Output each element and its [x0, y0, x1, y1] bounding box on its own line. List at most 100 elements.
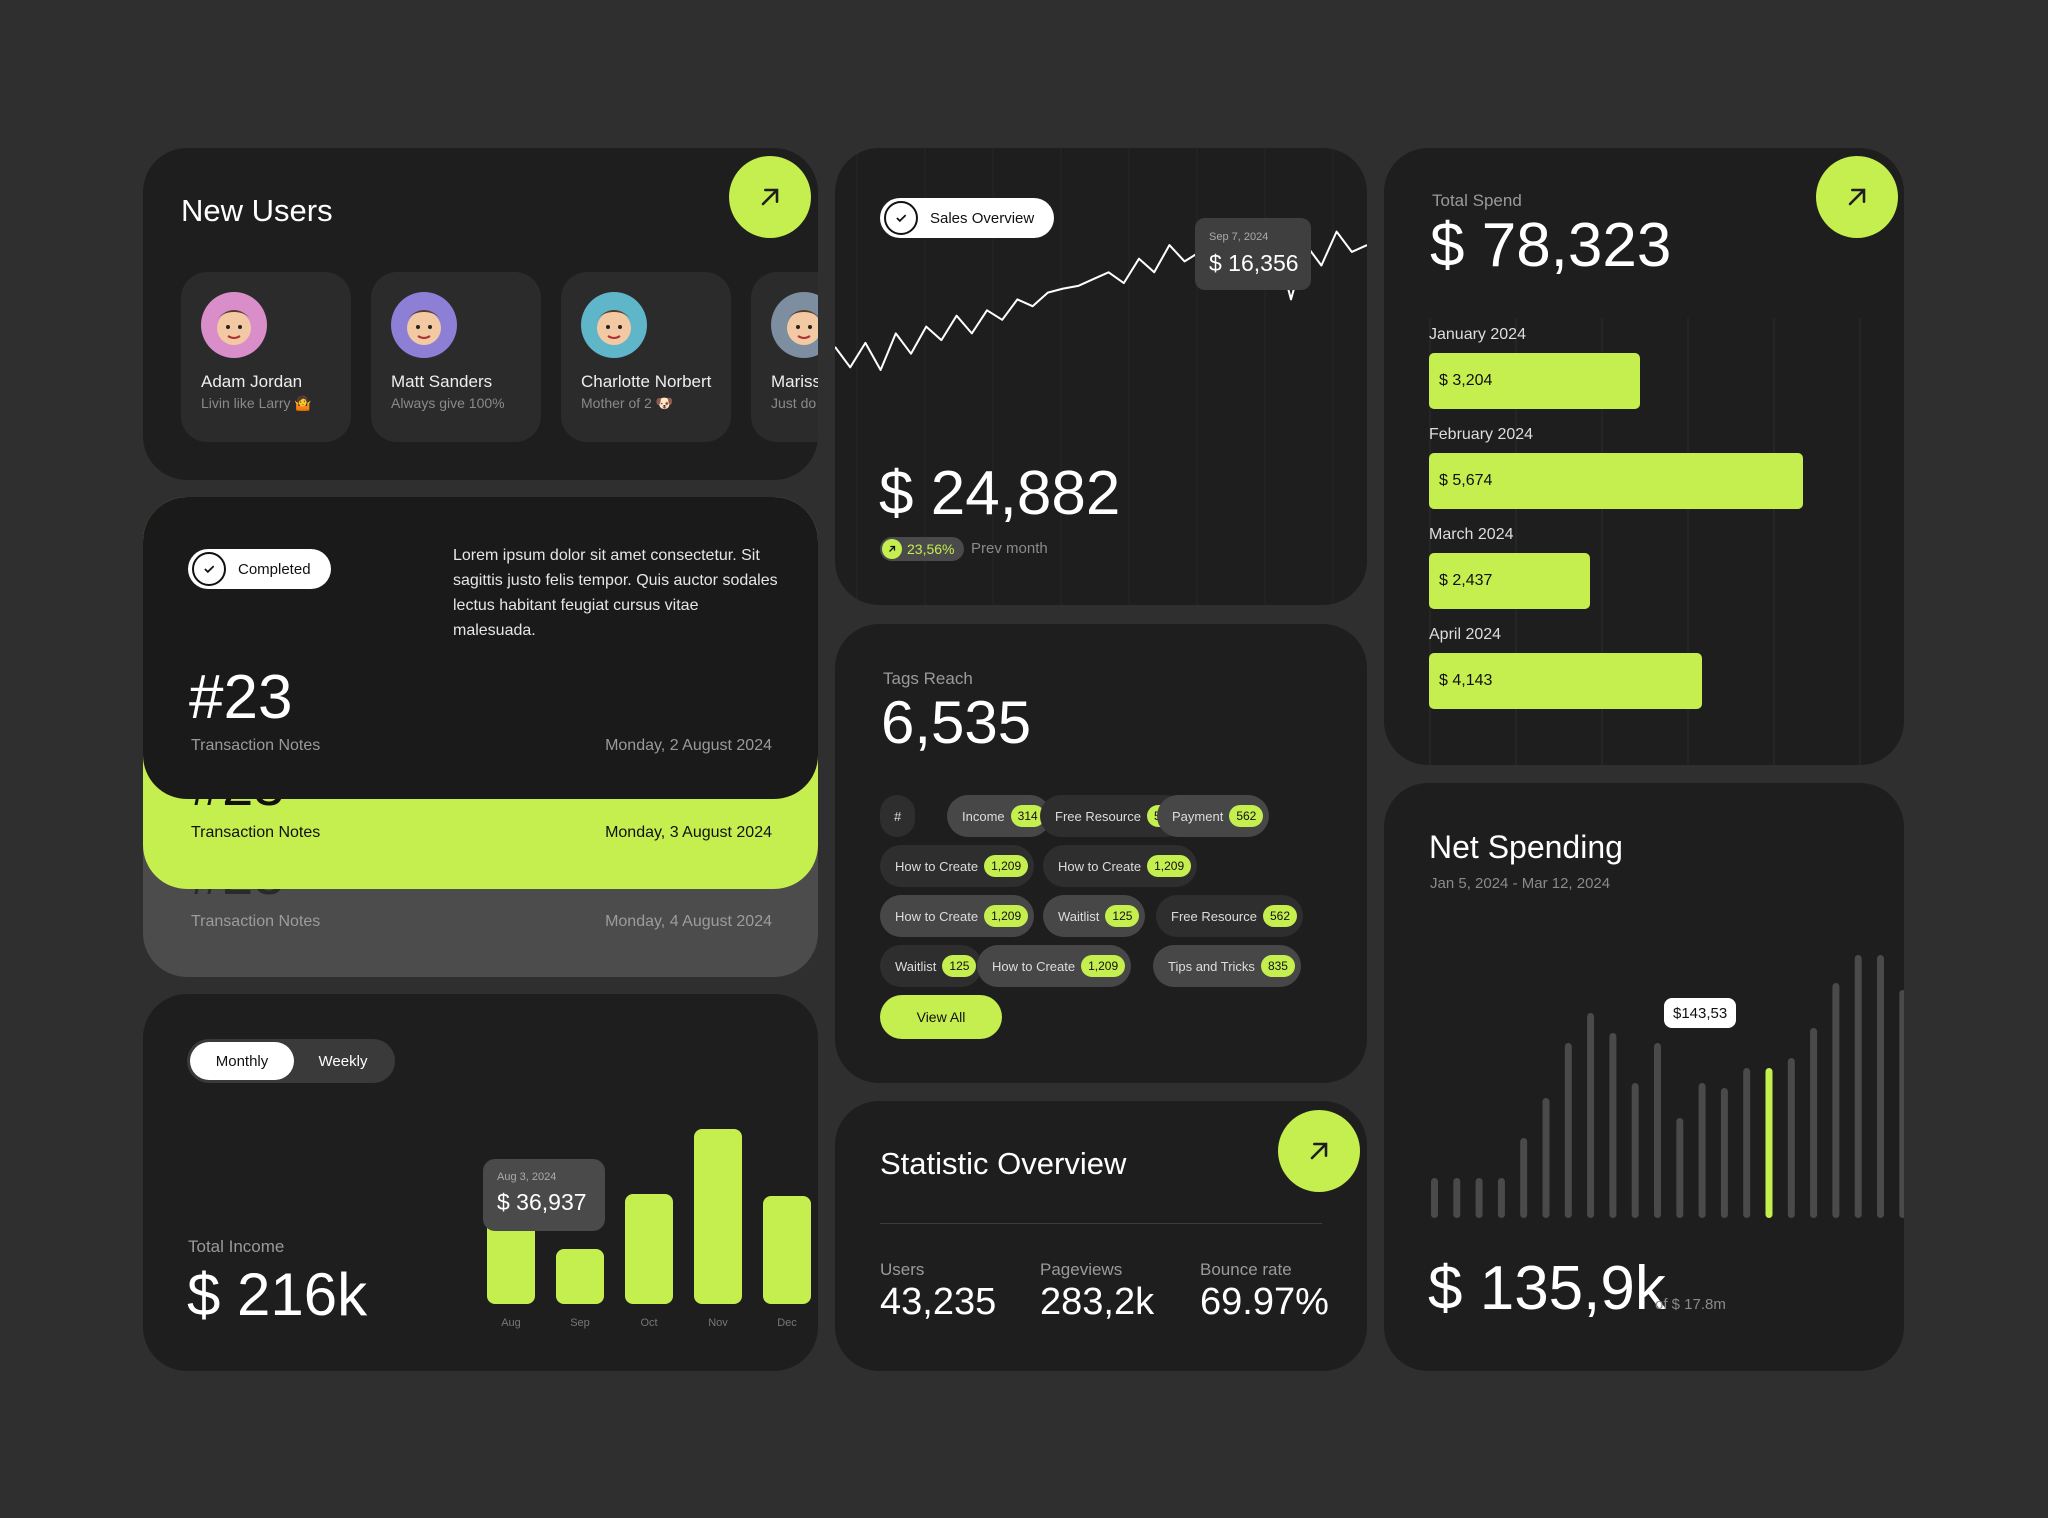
month-spend-value: $ 3,204: [1439, 372, 1493, 389]
net-spending-bar: [1542, 1098, 1550, 1218]
income-tick-label: Nov: [708, 1317, 728, 1329]
net-spending-bar: [1453, 1178, 1461, 1218]
total-spend-label: Total Spend: [1432, 191, 1522, 210]
check-icon: [192, 552, 226, 586]
month-spend-value: $ 4,143: [1439, 672, 1493, 689]
net-spending-bar: [1899, 990, 1904, 1218]
user-name: Charlotte Norbert: [581, 372, 712, 391]
avatar: [771, 292, 818, 358]
income-bar-chart: AugSepOctNovDecJ: [487, 1129, 811, 1329]
tag-chip[interactable]: How to Create 1,209: [977, 945, 1132, 987]
transaction-number: #23: [189, 663, 293, 732]
tag-chip[interactable]: Income 314: [947, 795, 1051, 837]
hash-tag[interactable]: #: [880, 795, 916, 837]
tag-count: 1,209: [984, 905, 1029, 927]
tag-label: How to Create: [895, 908, 979, 924]
tag-count: 835: [1260, 955, 1295, 977]
month-spend-bar[interactable]: $ 2,437: [1429, 553, 1590, 609]
transaction-date-2: Monday, 3 August 2024: [605, 824, 772, 841]
user-subtitle: Mother of 2 🐶: [581, 395, 674, 411]
user-name: Marisse: [771, 372, 818, 391]
sales-value: $ 24,882: [879, 459, 1121, 528]
tag-label: How to Create: [895, 858, 979, 874]
net-spending-bar: [1698, 1083, 1706, 1218]
transaction-card-front[interactable]: Completed Lorem ipsum dolor sit amet con…: [143, 497, 818, 799]
tag-chip[interactable]: How to Create 1,209: [880, 895, 1035, 937]
net-spending-bar: [1877, 955, 1884, 1218]
new-users-card: New Users Adam Jordan Livin like Larry 🤷 M…: [143, 148, 818, 480]
avatar: [391, 292, 457, 358]
net-spending-range: Jan 5, 2024 - Mar 12, 2024: [1430, 875, 1611, 892]
new-users-open-button[interactable]: [729, 156, 811, 238]
statistic-title: Statistic Overview: [880, 1146, 1127, 1181]
net-spending-bar: [1676, 1118, 1684, 1218]
tag-count: 1,209: [1081, 955, 1126, 977]
month-spend-bar[interactable]: $ 5,674: [1429, 453, 1803, 509]
net-spending-bar: [1609, 1033, 1617, 1218]
net-spending-card: Net Spending Jan 5, 2024 - Mar 12, 2024 …: [1384, 783, 1904, 1371]
month-label: April 2024: [1429, 626, 1502, 643]
tab-weekly[interactable]: Weekly: [318, 1052, 368, 1070]
tag-label: Waitlist: [895, 958, 937, 974]
tag-chip[interactable]: Tips and Tricks 835: [1153, 945, 1301, 987]
transaction-date-3: Monday, 4 August 2024: [605, 913, 772, 930]
month-spend-bar[interactable]: $ 3,204: [1429, 353, 1640, 409]
user-card[interactable]: Adam Jordan Livin like Larry 🤷: [181, 272, 351, 442]
arrow-up-right-icon: [1310, 1142, 1328, 1160]
tag-chip[interactable]: How to Create 1,209: [1043, 845, 1198, 887]
arrow-up-right-icon: [1848, 188, 1866, 206]
income-tick-label: Sep: [570, 1317, 590, 1329]
income-tick-label: Dec: [777, 1317, 797, 1329]
tag-chip[interactable]: Free Resource 562: [1156, 895, 1304, 937]
net-spending-bar: [1743, 1068, 1751, 1218]
view-all-button[interactable]: View All: [880, 995, 1002, 1039]
income-bar: [694, 1129, 742, 1304]
statistic-open-button[interactable]: [1278, 1110, 1360, 1192]
tag-count: 125: [1105, 905, 1140, 927]
total-spend-open-button[interactable]: [1816, 156, 1898, 238]
user-card[interactable]: Charlotte Norbert Mother of 2 🐶: [561, 272, 731, 442]
stat-value: 283,2k: [1040, 1281, 1155, 1323]
net-spending-bar: [1810, 1028, 1818, 1218]
tag-chip[interactable]: Payment 562: [1157, 795, 1270, 837]
month-label: March 2024: [1429, 526, 1514, 543]
transaction-label-3: Transaction Notes: [191, 913, 321, 930]
tag-chip[interactable]: Waitlist 125: [1043, 895, 1146, 937]
user-name: Matt Sanders: [391, 372, 493, 391]
net-spending-tooltip: $143,53: [1664, 998, 1737, 1028]
completed-status-pill[interactable]: Completed: [188, 549, 331, 589]
avatar: [581, 292, 647, 358]
user-name: Adam Jordan: [201, 372, 303, 391]
sales-tooltip-value: $ 16,356: [1209, 250, 1299, 276]
income-tooltip-value: $ 36,937: [497, 1189, 587, 1215]
income-bar: [487, 1218, 535, 1304]
sales-change-value: 23,56%: [907, 541, 955, 557]
tab-monthly[interactable]: Monthly: [190, 1042, 294, 1080]
total-spend-value: $ 78,323: [1430, 211, 1672, 280]
net-spending-of-label: of $ 17.8m: [1655, 1296, 1726, 1313]
tag-label: Tips and Tricks: [1168, 958, 1255, 974]
net-spending-bar-chart: [1431, 955, 1904, 1218]
net-spending-bar: [1787, 1058, 1795, 1218]
net-spending-bar: [1587, 1013, 1595, 1218]
stat-value: 43,235: [880, 1281, 997, 1323]
income-bar: [763, 1196, 811, 1304]
net-spending-bar: [1654, 1043, 1661, 1218]
check-icon: [884, 201, 918, 235]
tag-chip[interactable]: How to Create 1,209: [880, 845, 1035, 887]
total-income-card: Monthly Weekly Total Income $ 216k Aug Se…: [143, 994, 818, 1371]
completed-status-label: Completed: [238, 560, 311, 578]
sales-change-label: Prev month: [971, 540, 1048, 557]
hash-tag-label: #: [894, 808, 902, 824]
user-card[interactable]: Marisse Just do: [751, 272, 818, 442]
user-card[interactable]: Matt Sanders Always give 100%: [371, 272, 541, 442]
total-income-label: Total Income: [188, 1237, 285, 1256]
sales-overview-pill[interactable]: Sales Overview: [880, 198, 1055, 238]
stat-label: Bounce rate: [1200, 1260, 1292, 1279]
month-spend-bar[interactable]: $ 4,143: [1429, 653, 1702, 709]
tag-label: How to Create: [992, 958, 1076, 974]
stat-value: 69.97%: [1200, 1281, 1329, 1323]
tag-chip[interactable]: Waitlist 125: [880, 945, 983, 987]
total-spend-card: Total Spend $ 78,323 January 2024 $ 3,204…: [1384, 148, 1904, 765]
avatar: [201, 292, 267, 358]
